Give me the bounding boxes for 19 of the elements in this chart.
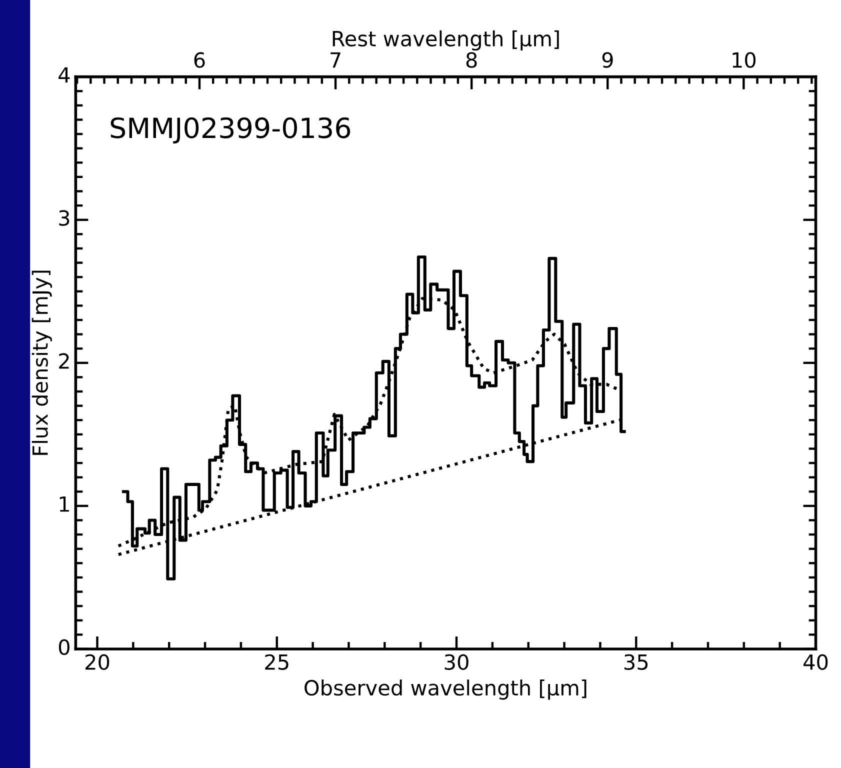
y-axis-title: Flux density [mJy]	[32, 270, 52, 455]
x2-axis-title: Rest wavelength [μm]	[332, 30, 559, 51]
x-tick-label: 35	[624, 654, 648, 670]
y-tick-label: 3	[59, 210, 70, 226]
y-tick-label: 1	[60, 496, 69, 512]
annotation: SMMJ02399-0136	[110, 117, 350, 144]
x-axis-title: Observed wavelength [μm]	[304, 680, 586, 700]
x2-tick-label: 10	[732, 52, 756, 68]
x-tick-label: 40	[804, 654, 828, 670]
x-tick-label: 20	[86, 654, 110, 670]
x2-tick-label: 8	[466, 52, 477, 68]
x-tick-label: 25	[265, 654, 288, 670]
x2-tick-label: 9	[602, 52, 613, 68]
y-tick-label: 0	[58, 639, 70, 656]
x2-tick-label: 7	[330, 52, 340, 68]
x2-tick-label: 6	[194, 52, 205, 68]
y-tick-label: 4	[58, 67, 70, 83]
x-tick-label: 30	[444, 654, 468, 670]
y-tick-label: 2	[59, 353, 69, 369]
